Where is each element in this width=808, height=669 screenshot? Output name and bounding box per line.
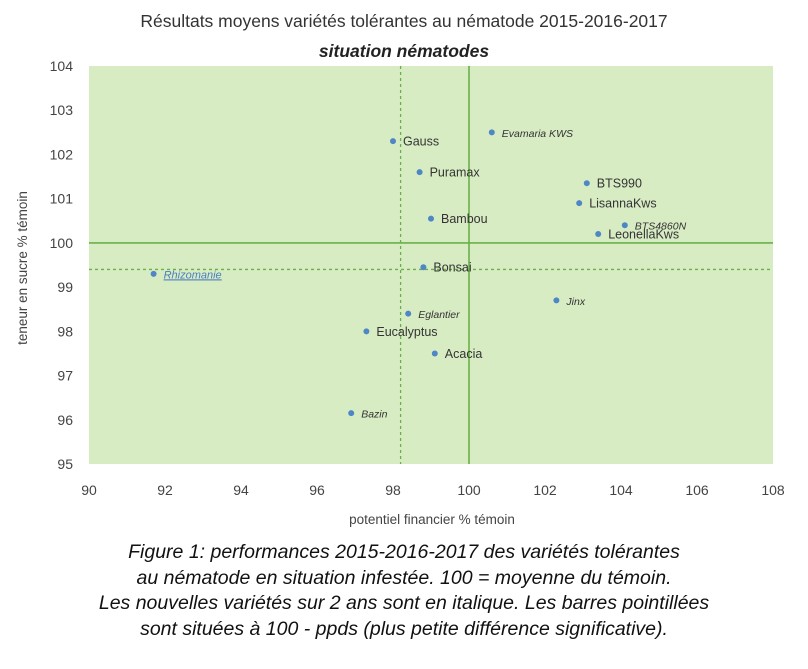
data-points: Gauss Evamaria KWS Puramax BTS990 LisannaKws…	[150, 128, 687, 421]
data-label: BTS4860N	[635, 221, 687, 233]
data-point	[431, 350, 438, 357]
x-axis-label: potentiel financier % témoin	[349, 512, 515, 527]
x-tick-label: 104	[609, 482, 633, 498]
y-tick-label: 98	[57, 323, 73, 339]
data-label: Eglantier	[418, 309, 460, 321]
y-tick-label: 97	[57, 368, 73, 384]
scatter-chart: Résultats moyens variétés tolérantes au …	[15, 11, 785, 527]
reference-lines	[89, 66, 773, 464]
y-tick-label: 101	[50, 191, 74, 207]
data-point	[583, 180, 590, 187]
x-tick-label: 108	[761, 482, 785, 498]
data-point	[150, 270, 157, 277]
data-label: Rhizomanie	[164, 269, 222, 281]
data-label: Bambou	[441, 212, 488, 226]
data-label: Evamaria KWS	[502, 128, 573, 140]
data-point	[420, 264, 427, 271]
data-label: Puramax	[430, 166, 481, 180]
y-tick-label: 96	[57, 412, 73, 428]
chart-subtitle: situation nématodes	[319, 41, 489, 61]
data-point	[553, 297, 560, 304]
x-tick-label: 90	[81, 482, 97, 498]
x-axis-ticks: 90 92 94 96 98 100 102 104 106 108	[81, 482, 785, 498]
data-point	[428, 215, 434, 222]
x-tick-label: 106	[685, 482, 709, 498]
data-point	[595, 231, 602, 238]
data-label: Bonsai	[433, 261, 471, 275]
figure-caption: Figure 1: performances 2015-2016-2017 de…	[0, 540, 808, 642]
caption-line: Les nouvelles variétés sur 2 ans sont en…	[98, 592, 710, 614]
data-label: Acacia	[445, 347, 483, 361]
data-label: LisannaKws	[589, 197, 656, 211]
x-tick-label: 100	[457, 482, 481, 498]
x-tick-label: 102	[533, 482, 557, 498]
y-tick-label: 104	[50, 58, 74, 74]
y-tick-label: 102	[50, 146, 74, 162]
caption-line: Figure 1: performances 2015-2016-2017 de…	[128, 541, 680, 563]
plot-area	[89, 66, 773, 464]
y-tick-label: 103	[50, 102, 74, 118]
y-axis-label: teneur en sucre % témoin	[15, 191, 30, 345]
data-point	[363, 328, 370, 335]
data-point	[488, 129, 495, 136]
caption-line: sont situées à 100 - ppds (plus petite d…	[140, 617, 668, 640]
y-tick-label: 99	[57, 279, 73, 295]
y-tick-label: 100	[50, 235, 74, 251]
data-label: LeonellaKws	[608, 228, 679, 242]
data-label: Eucalyptus	[376, 325, 437, 339]
data-point	[390, 138, 396, 145]
chart-title: Résultats moyens variétés tolérantes au …	[140, 11, 667, 31]
x-tick-label: 96	[309, 482, 325, 498]
data-point	[405, 310, 412, 317]
x-tick-label: 94	[233, 482, 249, 498]
data-point	[576, 200, 583, 207]
data-point	[416, 169, 423, 176]
data-label: Jinx	[565, 296, 585, 308]
x-tick-label: 98	[385, 482, 401, 498]
caption-line: au nématode en situation infestée. 100 =…	[136, 566, 672, 589]
data-label: BTS990	[597, 177, 642, 191]
data-label: Bazin	[361, 409, 387, 421]
data-label: Gauss	[403, 135, 439, 149]
y-tick-label: 95	[57, 456, 73, 472]
data-point	[621, 222, 628, 229]
y-axis-ticks: 95 96 97 98 99 100 101 102 103 104	[50, 58, 74, 472]
x-tick-label: 92	[157, 482, 173, 498]
data-point	[348, 410, 355, 417]
